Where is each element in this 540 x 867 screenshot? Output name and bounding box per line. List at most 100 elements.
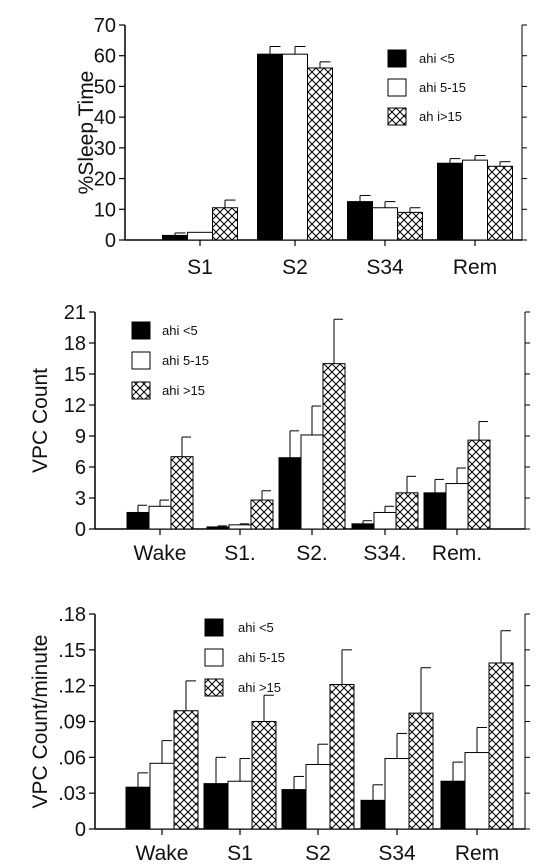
legend-swatch [204,648,224,667]
bar [329,683,355,830]
x-tick-label: S34 [366,256,404,279]
x-tick-label: Rem. [432,542,482,565]
bar [187,231,213,241]
y-tick-label: .15 [58,640,86,662]
bar [488,662,514,830]
bar [227,780,253,830]
bar [206,526,230,530]
y-tick-label: 0 [75,819,86,841]
chart-1: 0 10 20 30 40 50 60 70 %Sleep Time S1 S2 S34 Rem ahi … [75,15,527,279]
x-tick-label: S2 [305,842,331,865]
bar [408,712,434,830]
y-tick-label: 10 [94,199,116,221]
bar [395,492,419,530]
x-tick-label: S2. [296,542,328,565]
y-axis-label: VPC Count/minute [29,635,52,809]
bar [203,783,229,830]
bar [126,511,150,530]
y-tick-label: 9 [75,426,86,448]
legend-swatch [131,351,151,370]
y-tick-label: 0 [75,519,86,541]
bar [487,165,513,241]
bar [125,786,151,830]
bar [423,492,447,530]
legend-label: ahi 5-15 [162,353,209,368]
legend-label: ahi >15 [162,383,205,398]
bar [162,234,188,241]
x-tick-label: Rem [453,256,497,279]
y-axis-label: %Sleep Time [75,71,98,195]
chart-2: 0 3 6 9 12 15 18 21 VPC Count Wake S1. S2. S34. Rem. a… [29,302,530,565]
legend-label: ah i>15 [419,109,462,124]
legend-swatch [131,381,151,400]
bar [467,439,491,530]
y-tick-label: 3 [75,488,86,510]
bar [173,710,199,830]
legend-label: ahi 5-15 [238,650,285,665]
bar [278,457,302,530]
bar [347,201,373,241]
y-tick-label: 60 [94,46,116,68]
bar [282,53,308,241]
bar [170,456,194,530]
y-tick-label: 50 [94,76,116,98]
legend-label: ahi <5 [419,51,455,66]
bar [148,505,172,530]
x-tick-label: S1 [227,842,253,865]
y-tick-label: 20 [94,169,116,191]
bar [360,799,386,830]
y-tick-label: .03 [58,783,86,805]
bar [212,207,238,241]
legend-swatch [204,678,224,697]
bar [437,162,463,241]
bar [445,483,469,530]
legend-label: ahi 5-15 [419,80,466,95]
bar [305,764,331,830]
x-tick-label: Wake [136,842,189,865]
bar [251,721,277,830]
y-tick-label: 15 [64,364,86,386]
y-tick-label: 70 [94,15,116,37]
bar [372,207,398,241]
y-tick-label: .09 [58,712,86,734]
chart-3: 0 .03 .06 .09 .12 .15 .18 VPC Count/minute Wake S… [29,604,530,865]
bar [462,159,488,241]
legend-swatch [387,78,407,97]
bar [373,511,397,530]
legend-label: ahi <5 [162,323,198,338]
x-tick-label: S1 [187,256,213,279]
bar [464,752,490,830]
bar [397,211,423,241]
y-tick-label: 30 [94,138,116,160]
bar [351,523,375,530]
x-tick-label: S34. [363,542,406,565]
legend-swatch [131,321,151,340]
legend-swatch [387,107,407,126]
bar [250,499,274,530]
x-tick-label: S2 [282,256,308,279]
bar [228,524,252,530]
bar [257,53,283,241]
y-axis-label: VPC Count [29,368,52,473]
x-tick-label: Wake [134,542,187,565]
bar [322,363,346,530]
bar [307,67,333,241]
x-tick-label: Rem [455,842,499,865]
legend-label: ahi >15 [238,680,281,695]
y-tick-label: 12 [64,395,86,417]
y-tick-label: .06 [58,747,86,769]
x-tick-label: S34 [378,842,416,865]
bar [149,762,175,830]
legend-swatch [204,618,224,637]
y-tick-label: .12 [58,676,86,698]
y-tick-label: 40 [94,107,116,129]
x-tick-label: S1. [224,542,256,565]
y-tick-label: 6 [75,457,86,479]
legend-label: ahi <5 [238,620,274,635]
legend-swatch [387,49,407,68]
bar [440,780,466,830]
y-tick-label: 21 [64,302,86,324]
bar [281,789,307,830]
y-tick-label: 18 [64,333,86,355]
